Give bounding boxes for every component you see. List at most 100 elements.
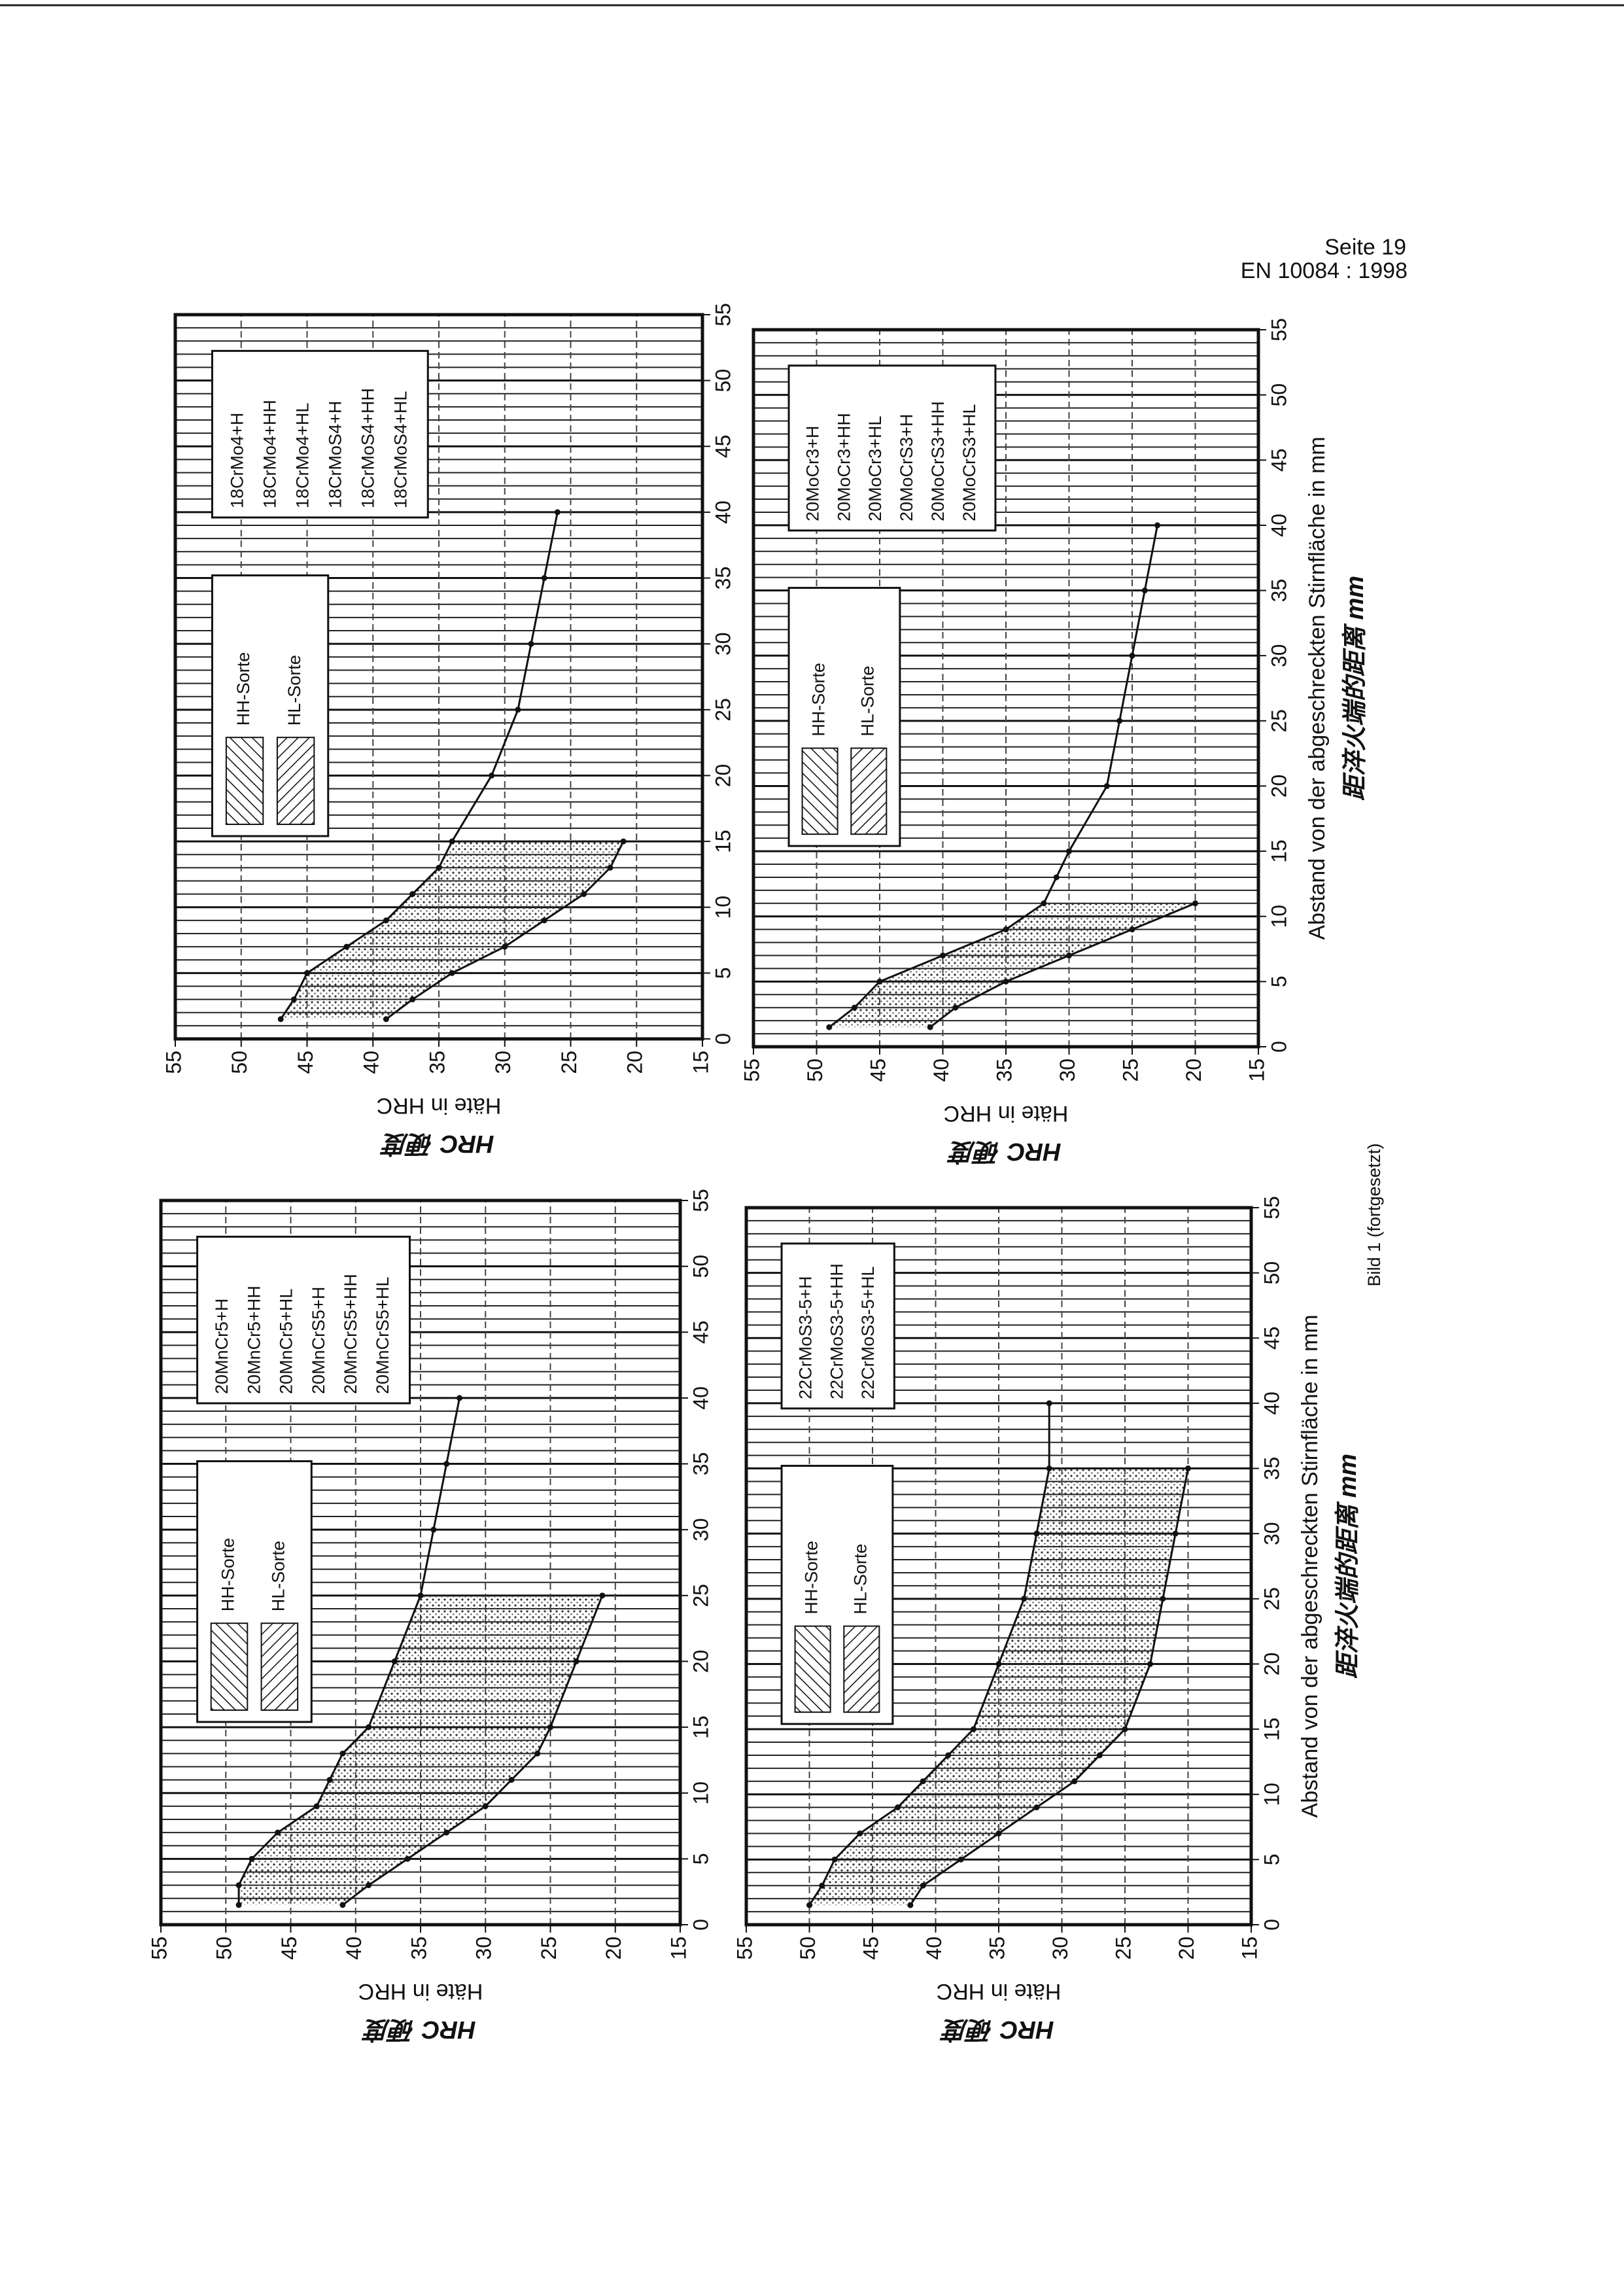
y-tick-label: 45 <box>277 1936 301 1960</box>
y-tick-label: 55 <box>740 1059 763 1082</box>
point <box>1071 1778 1078 1785</box>
grade-label: 20MnCrS5+HL <box>373 1277 392 1394</box>
y-tick-label: 40 <box>342 1936 366 1960</box>
point <box>313 1803 320 1810</box>
point <box>508 1777 515 1783</box>
grade-label: 20MnCr5+HL <box>277 1289 296 1394</box>
x-tick-label: 30 <box>689 1518 712 1541</box>
legend-label: HH-Sorte <box>233 652 253 726</box>
legend-label: HL-Sorte <box>850 1544 870 1615</box>
y-tick-label: 25 <box>537 1936 561 1960</box>
point <box>1116 718 1123 724</box>
point <box>547 1724 553 1730</box>
point <box>449 838 455 845</box>
legend-swatch <box>210 1622 249 1711</box>
y-tick-label: 50 <box>803 1059 827 1082</box>
point <box>573 1658 579 1664</box>
point <box>1053 874 1060 881</box>
x-tick-label: 45 <box>689 1320 712 1344</box>
point <box>404 1855 411 1862</box>
grade-label: 20MoCr3+HL <box>865 416 885 521</box>
grade-label: 22CrMoS3-5+HH <box>827 1263 846 1399</box>
point <box>449 970 455 976</box>
point <box>1046 1400 1052 1407</box>
y-tick-label: 40 <box>922 1936 946 1960</box>
point <box>502 943 508 950</box>
grade-label: 20MnCrS5+HH <box>341 1274 360 1394</box>
curve <box>341 1595 604 1906</box>
y-tick-label: 40 <box>929 1059 953 1082</box>
x-axis-note: 距淬火端的距离 mm <box>1334 1454 1362 1679</box>
x-tick-label: 15 <box>1267 839 1290 863</box>
point <box>1066 848 1072 854</box>
x-tick-label: 55 <box>711 303 734 326</box>
point <box>290 996 297 1003</box>
x-tick-label: 45 <box>711 434 734 458</box>
point <box>482 1803 489 1810</box>
y-tick-label: 45 <box>294 1051 317 1074</box>
y-tick-label: 25 <box>557 1051 581 1074</box>
point <box>806 1902 812 1908</box>
y-tick-label: 35 <box>985 1936 1009 1960</box>
grade-label: 18CrMoS4+H <box>325 401 345 508</box>
point <box>326 1777 333 1783</box>
point <box>895 1804 901 1811</box>
point <box>876 978 883 985</box>
caption: Bild 1 (fortgesetzt) <box>1364 1143 1384 1286</box>
grade-label: 18CrMoS4+HL <box>390 391 410 508</box>
legend-label: HH-Sorte <box>802 1541 821 1615</box>
point <box>275 1829 281 1836</box>
chart: 0 5 10 15 20 25 30 35 40 45 50 55 15 20 25 30 35 40 45 50 55… <box>733 1196 1362 2043</box>
point <box>907 1902 914 1908</box>
y-tick-label: 45 <box>866 1059 890 1082</box>
y-tick-label: 45 <box>859 1936 882 1960</box>
curve <box>909 1468 1189 1906</box>
grade-label: 22CrMoS3-5+H <box>795 1276 815 1399</box>
point <box>620 838 627 845</box>
y-tick-label: 25 <box>1111 1936 1135 1960</box>
point <box>489 772 495 779</box>
point <box>1096 1752 1103 1759</box>
grade-label: 18CrMo4+HL <box>292 403 312 508</box>
plot-frame <box>744 1206 1253 1927</box>
point <box>920 1882 926 1889</box>
point <box>417 1592 424 1599</box>
y-tick-label: 20 <box>623 1051 647 1074</box>
point <box>1103 782 1110 789</box>
chart: 0 5 10 15 20 25 30 35 40 45 50 55 15 20 25 30 35 40 45 50 55… <box>162 303 734 1157</box>
point <box>366 1882 372 1889</box>
legend-swatch <box>850 747 888 835</box>
point <box>339 1902 346 1908</box>
grade-label: 20MnCr5+HH <box>244 1286 264 1394</box>
plot-frame <box>173 313 704 1041</box>
x-tick-label: 25 <box>711 698 734 722</box>
y-axis-label: Häte in HRC <box>937 1979 1062 2004</box>
point <box>1129 652 1135 659</box>
curve <box>385 841 625 1021</box>
point <box>1192 900 1198 907</box>
x-tick-label: 55 <box>689 1189 712 1212</box>
grade-box <box>787 364 997 532</box>
y-tick-label: 50 <box>796 1936 820 1960</box>
point <box>1041 900 1047 907</box>
point <box>826 1024 833 1030</box>
point <box>970 1726 976 1732</box>
y-tick-label: 25 <box>1118 1059 1142 1082</box>
point <box>581 891 587 898</box>
x-axis-label: Abstand von der abgeschreckten Stirnfläc… <box>1305 436 1330 939</box>
y-tick-label: 20 <box>1175 1936 1198 1960</box>
point <box>995 1831 1002 1837</box>
x-tick-label: 10 <box>1267 905 1290 928</box>
band <box>239 1595 602 1905</box>
point <box>304 970 310 976</box>
x-tick-label: 45 <box>1260 1326 1283 1350</box>
standard: EN 10084 : 1998 <box>1241 258 1408 283</box>
grade-label: 20MoCrS3+HL <box>959 404 979 521</box>
x-tick-label: 55 <box>1260 1196 1283 1219</box>
plot-frame <box>159 1199 682 1927</box>
y-tick-label: 20 <box>602 1936 625 1960</box>
x-tick-label: 50 <box>711 369 734 393</box>
y-tick-label: 15 <box>666 1936 690 1960</box>
y-tick-label: 55 <box>162 1051 185 1074</box>
y-tick-label: 20 <box>1182 1059 1205 1082</box>
